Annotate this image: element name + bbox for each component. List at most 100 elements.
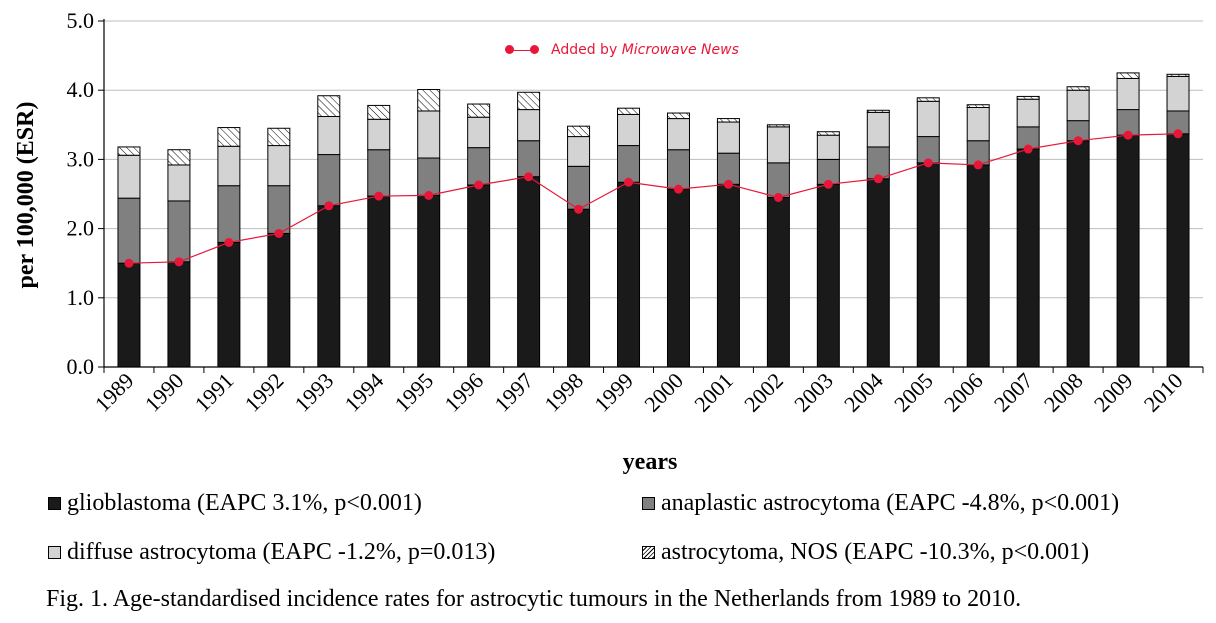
bar-segment-3 (467, 103, 491, 118)
bar-segment-2 (666, 118, 690, 151)
overlay-point (773, 192, 783, 202)
overlay-point (124, 258, 134, 268)
legend-item-glioblastoma: glioblastoma (EAPC 3.1%, p<0.001) (48, 490, 422, 517)
x-tick-label: 1993 (290, 368, 339, 417)
bar-segment-0 (1066, 140, 1090, 368)
bar-segment-0 (966, 164, 990, 368)
bar-segment-2 (317, 115, 341, 156)
bar-segment-0 (1116, 134, 1140, 368)
bar-segment-3 (367, 104, 391, 120)
bar-segment-0 (716, 183, 740, 368)
x-tick-label: 1995 (389, 368, 438, 417)
bar-segment-0 (417, 194, 441, 368)
bar-segment-2 (1066, 89, 1090, 122)
bar-segment-3 (217, 127, 241, 147)
bar-segment-0 (217, 241, 241, 368)
bar-segment-3 (1166, 73, 1190, 77)
x-tick-label: 2004 (839, 368, 888, 417)
x-tick-label: 2002 (739, 368, 788, 417)
overlay-point (224, 237, 234, 247)
bar-segment-2 (866, 111, 890, 148)
bar-segment-2 (517, 109, 541, 142)
x-tick-label: 2007 (989, 368, 1038, 417)
legend-label: anaplastic astrocytoma (EAPC -4.8%, p<0.… (661, 490, 1120, 516)
bar-segment-2 (1016, 98, 1040, 128)
bar-segment-2 (467, 116, 491, 149)
x-tick-label: 1992 (240, 368, 289, 417)
bar-segment-2 (716, 121, 740, 154)
x-tick-label: 2005 (889, 368, 938, 417)
overlay-point (1023, 144, 1033, 154)
x-tick-label: 1994 (339, 368, 388, 417)
x-tick-label: 2010 (1139, 368, 1188, 417)
bar-segment-3 (417, 89, 441, 112)
bar-segment-0 (1166, 133, 1190, 368)
legend-swatch-diffuse (48, 546, 61, 559)
bar-segment-3 (1016, 95, 1040, 100)
bar-segment-3 (816, 131, 840, 136)
bar-segment-1 (417, 157, 441, 196)
bar-segment-3 (716, 118, 740, 123)
bar-segment-1 (716, 152, 740, 185)
figure-caption: Fig. 1. Age-standardised incidence rates… (46, 586, 1022, 612)
bar-segment-3 (167, 149, 191, 166)
bar-segment-2 (766, 126, 790, 164)
bars (117, 72, 1190, 368)
overlay-point (1073, 136, 1083, 146)
x-tick-label: 2000 (639, 368, 688, 417)
x-tick-label: 1990 (140, 368, 189, 417)
x-tick-label: 1991 (190, 368, 239, 417)
x-tick-label: 2003 (789, 368, 838, 417)
legend-item-nos: astrocytoma, NOS (EAPC -10.3%, p<0.001) (642, 539, 1089, 566)
bar-segment-1 (617, 145, 641, 183)
y-tick-label: 3.0 (67, 146, 95, 171)
overlay-point (524, 172, 534, 182)
bar-segment-0 (467, 184, 491, 368)
bar-segment-3 (666, 112, 690, 120)
legend-swatch-glioblastoma (48, 497, 61, 510)
bar-segment-3 (966, 104, 990, 109)
bar-segment-2 (966, 107, 990, 142)
bar-segment-2 (117, 154, 141, 199)
overlay-polyline (128, 133, 1179, 264)
overlay-point (324, 201, 334, 211)
overlay-point (424, 190, 434, 200)
legend-swatch-anaplastic (642, 497, 655, 510)
bar-segment-1 (367, 149, 391, 197)
bar-segment-0 (117, 262, 141, 368)
bar-segment-1 (117, 197, 141, 264)
annotation-line-icon (505, 45, 539, 55)
bar-segment-1 (217, 185, 241, 243)
x-tick-label: 1999 (589, 368, 638, 417)
x-tick-label: 2006 (939, 368, 988, 417)
bar-segment-3 (117, 146, 141, 156)
legend-item-diffuse: diffuse astrocytoma (EAPC -1.2%, p=0.013… (48, 539, 495, 566)
bar-segment-2 (617, 113, 641, 147)
bar-segment-3 (567, 125, 591, 138)
annotation-emphasis: Microwave News (621, 42, 739, 58)
x-tick-label: 2009 (1089, 368, 1138, 417)
axes (98, 19, 1204, 373)
overlay-point (673, 184, 683, 194)
bar-segment-2 (167, 164, 191, 202)
y-tick-label: 2.0 (67, 216, 95, 241)
bar-segment-2 (1116, 77, 1140, 111)
bar-segment-3 (866, 109, 890, 113)
overlay-point (474, 180, 484, 190)
bar-segment-1 (317, 154, 341, 207)
bar-segment-0 (367, 195, 391, 368)
x-tick-label: 1996 (439, 368, 488, 417)
bar-segment-0 (1016, 148, 1040, 368)
legend-label: astrocytoma, NOS (EAPC -10.3%, p<0.001) (661, 539, 1090, 565)
x-axis-title: years (623, 449, 678, 475)
y-tick-label: 1.0 (67, 285, 95, 310)
bar-segment-3 (267, 127, 291, 147)
overlay-line (124, 129, 1183, 268)
added-annotation: Added by Microwave News (505, 42, 739, 58)
overlay-point (1123, 130, 1133, 140)
overlay-point (823, 179, 833, 189)
bar-segment-0 (167, 261, 191, 368)
overlay-point (274, 228, 284, 238)
bar-segment-0 (916, 162, 940, 368)
legend-swatch-nos (642, 546, 655, 559)
